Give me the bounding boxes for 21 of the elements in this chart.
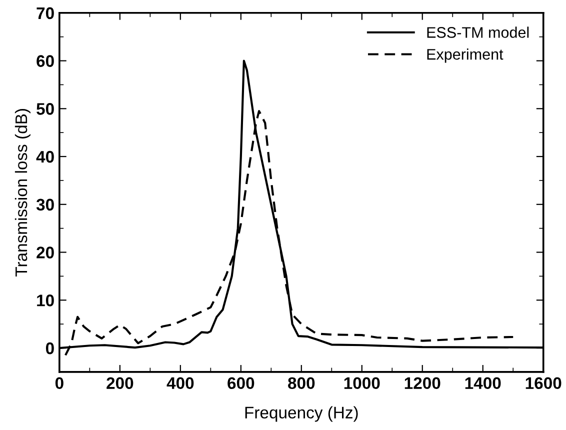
y-tick-label: 30 bbox=[36, 198, 54, 211]
x-tick-label: 0 bbox=[55, 377, 64, 390]
x-tick-label: 400 bbox=[166, 377, 194, 390]
legend-label: Experiment bbox=[427, 48, 504, 63]
x-tick-label: 1000 bbox=[344, 377, 380, 390]
x-tick-label: 800 bbox=[288, 377, 315, 390]
y-tick-label: 50 bbox=[36, 103, 54, 115]
y-axis-title: Transmission loss (dB) bbox=[14, 109, 30, 276]
y-tick-label: 0 bbox=[46, 342, 54, 354]
y-tick-label: 20 bbox=[36, 246, 54, 258]
x-tick-label: 1400 bbox=[465, 377, 501, 390]
y-tick-label: 40 bbox=[36, 150, 54, 163]
legend-label: ESS-TM model bbox=[427, 26, 529, 38]
y-tick-label: 70 bbox=[36, 7, 54, 20]
x-tick-label: 600 bbox=[228, 377, 254, 390]
y-tick-label: 10 bbox=[37, 294, 54, 306]
x-axis-title: Frequency (Hz) bbox=[245, 406, 358, 422]
x-tick-label: 1600 bbox=[526, 377, 562, 390]
x-tick-label: 1200 bbox=[404, 377, 440, 390]
y-tick-label: 60 bbox=[36, 55, 54, 67]
x-tick-label: 200 bbox=[106, 377, 134, 390]
